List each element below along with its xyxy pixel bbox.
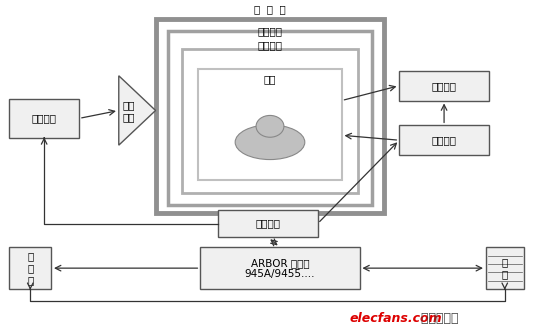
Text: 发射通道: 发射通道: [431, 135, 457, 145]
Text: 945A/9455....: 945A/9455....: [245, 269, 315, 279]
Ellipse shape: [235, 125, 305, 160]
Text: 显
示
器: 显 示 器: [27, 251, 33, 285]
Bar: [198, 69, 342, 180]
Polygon shape: [119, 76, 155, 145]
Bar: [399, 125, 489, 155]
Ellipse shape: [256, 116, 284, 137]
Bar: [10, 99, 79, 138]
Text: ARBOR 计算机: ARBOR 计算机: [250, 258, 309, 268]
Text: 储
存: 储 存: [501, 257, 508, 279]
Bar: [155, 19, 384, 212]
Text: 接收通道: 接收通道: [431, 81, 457, 91]
Bar: [218, 210, 318, 237]
Bar: [200, 247, 359, 289]
Text: 梯度线圈: 梯度线圈: [257, 26, 282, 36]
Text: 人体: 人体: [264, 74, 276, 84]
Text: elecfans.com: elecfans.com: [350, 312, 442, 325]
Bar: [183, 49, 358, 193]
Text: 脉冲程序: 脉冲程序: [255, 218, 280, 228]
Text: 梯度控制: 梯度控制: [32, 114, 57, 124]
Text: 驱动: 驱动: [122, 113, 135, 123]
Bar: [168, 31, 372, 205]
Text: 梯度: 梯度: [122, 101, 135, 111]
Bar: [486, 247, 524, 289]
Text: 电子发烧友: 电子发烧友: [417, 312, 459, 325]
Text: 主  磁  体: 主 磁 体: [254, 4, 286, 14]
Text: 射频线圈: 射频线圈: [257, 40, 282, 50]
Bar: [399, 71, 489, 101]
Bar: [10, 247, 51, 289]
